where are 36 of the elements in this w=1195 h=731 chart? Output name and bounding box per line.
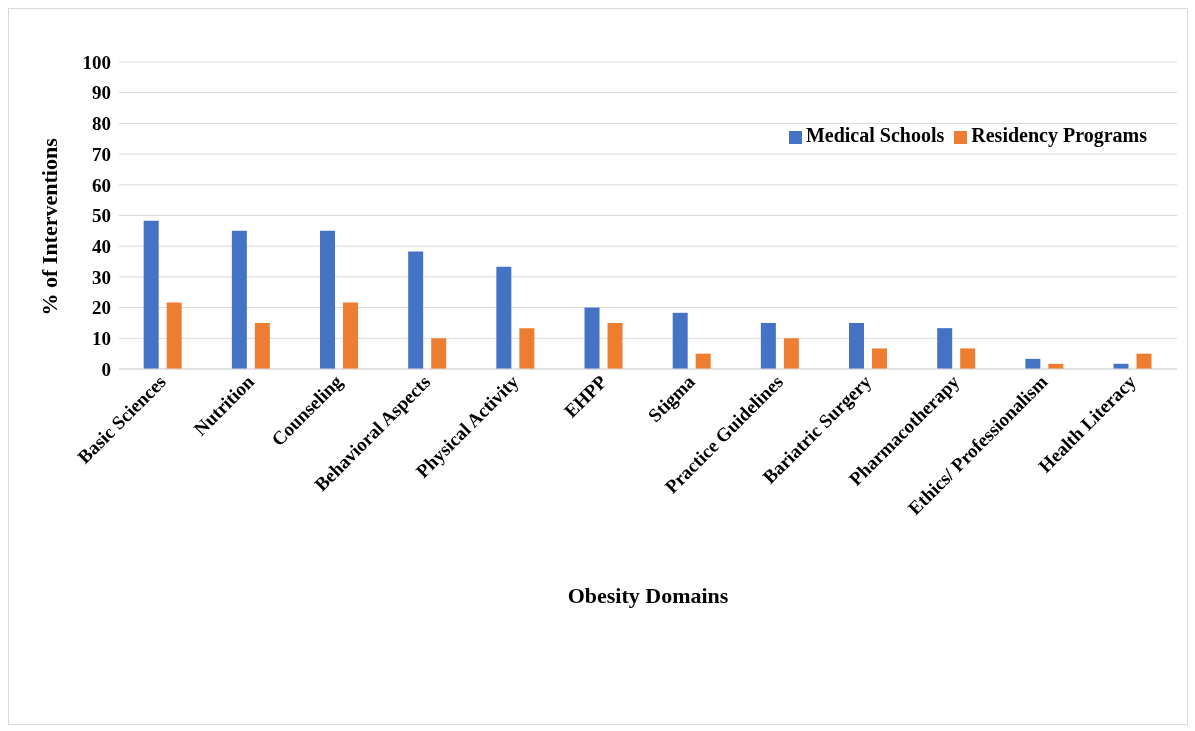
bar <box>960 348 976 369</box>
y-tick-label: 70 <box>92 143 111 165</box>
bar <box>320 230 336 369</box>
bar <box>519 328 535 369</box>
bar <box>254 322 270 369</box>
bar <box>1136 353 1152 369</box>
bar <box>231 230 247 369</box>
y-tick-label: 50 <box>92 205 111 227</box>
legend-label: Medical Schools <box>805 124 945 146</box>
bar <box>672 312 688 369</box>
bar <box>496 266 512 369</box>
bar <box>849 322 865 369</box>
y-tick-label: 0 <box>101 358 111 380</box>
bar <box>143 220 159 369</box>
y-tick-label: 60 <box>92 174 111 196</box>
y-tick-label: 40 <box>92 235 111 257</box>
bar <box>408 251 424 369</box>
bar <box>584 307 600 369</box>
y-tick-label: 100 <box>82 51 111 73</box>
y-tick-label: 80 <box>92 113 111 135</box>
bar <box>607 322 623 369</box>
bar <box>695 353 711 369</box>
bar <box>937 328 953 369</box>
bar <box>783 338 799 369</box>
y-tick-label: 90 <box>92 82 111 104</box>
bar <box>431 338 447 369</box>
bar <box>343 302 359 369</box>
x-axis-title: Obesity Domains <box>567 583 729 608</box>
bar <box>166 302 182 369</box>
y-tick-label: 30 <box>92 266 111 288</box>
y-tick-label: 20 <box>92 297 111 319</box>
y-tick-label: 10 <box>92 328 111 350</box>
bar <box>872 348 888 369</box>
y-axis-title: % of Interventions <box>36 137 62 316</box>
bar <box>760 322 776 369</box>
legend-label: Residency Programs <box>971 124 1147 146</box>
